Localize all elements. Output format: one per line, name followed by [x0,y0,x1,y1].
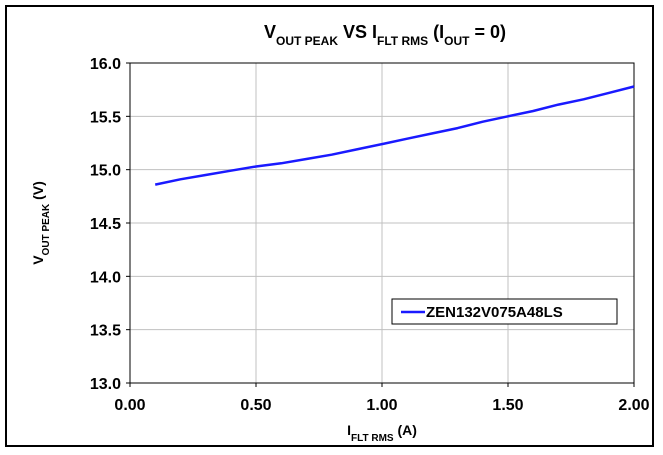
x-tick-label: 0.00 [114,397,145,414]
y-tick-label: 16.0 [90,56,121,73]
x-tick-label: 1.50 [492,397,523,414]
legend: ZEN132V075A48LS [391,298,618,325]
grid-lines [129,62,635,384]
chart-title: VOUT PEAK VS IFLT RMS (IOUT = 0) [264,22,506,48]
legend-box [391,298,618,325]
series-lines [154,85,635,186]
x-tick-label: 1.00 [366,397,397,414]
y-tick-label: 13.5 [90,323,121,340]
y-tick-label: 14.0 [90,269,121,286]
y-axis-label: VOUT PEAK (V) [30,181,52,265]
x-axis-ticks: 0.00 0.50 1.00 1.50 2.00 [114,383,650,414]
legend-label: ZEN132V075A48LS [426,304,563,321]
x-tick-label: 2.00 [618,397,649,414]
y-tick-label: 15.5 [90,109,121,126]
x-axis-label: IFLT RMS (A) [347,422,417,444]
y-tick-label: 14.5 [90,216,121,233]
y-tick-label: 13.0 [90,376,121,393]
series-line [154,85,635,186]
y-tick-label: 15.0 [90,163,121,180]
y-axis-ticks: 13.0 13.5 14.0 14.5 15.0 15.5 16.0 [90,56,130,393]
chart-frame [5,5,654,447]
x-tick-label: 0.50 [240,397,271,414]
